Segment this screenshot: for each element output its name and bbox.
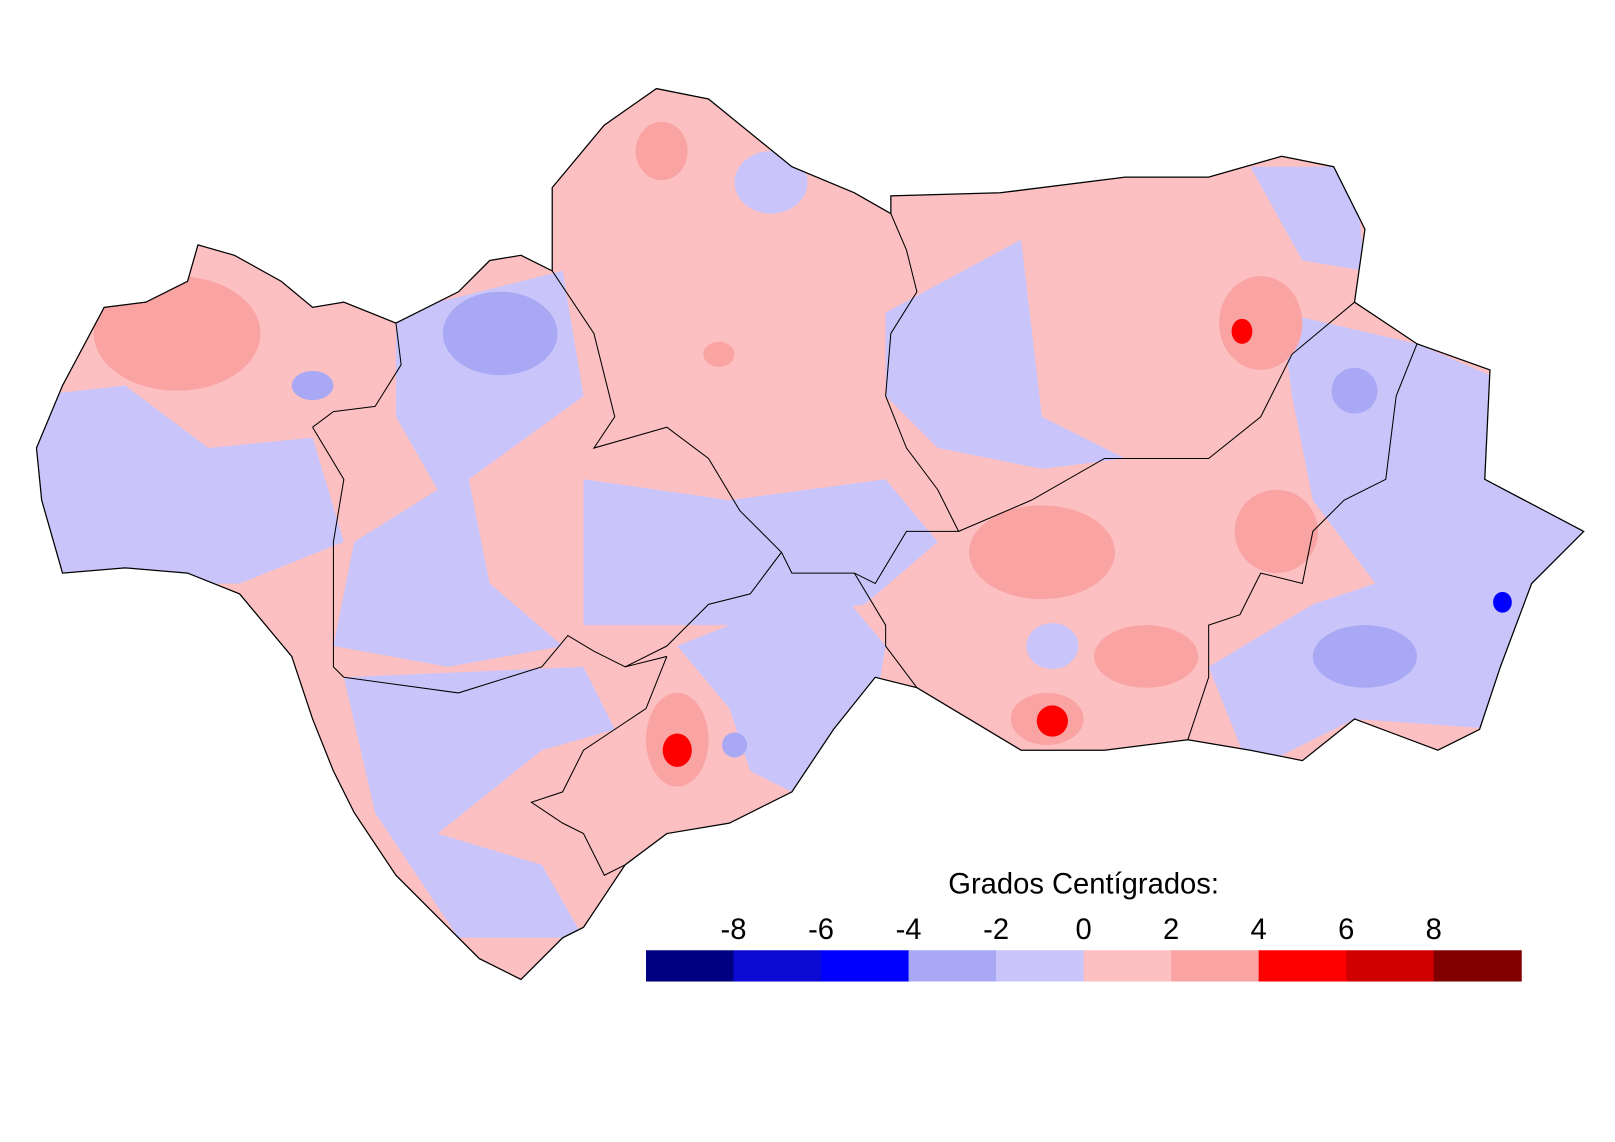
legend-swatch: [996, 950, 1085, 982]
legend-swatch: [646, 950, 735, 982]
legend-swatch: [1258, 950, 1347, 982]
legend-tick-label: -4: [896, 914, 922, 946]
legend-swatch: [733, 950, 822, 982]
legend-swatch: [1346, 950, 1435, 982]
legend-swatch: [821, 950, 910, 982]
legend-tick-label: 0: [1076, 914, 1092, 946]
legend-tick-label: -8: [721, 914, 747, 946]
legend-tick-label: -6: [808, 914, 834, 946]
legend-tick-label: 2: [1163, 914, 1179, 946]
legend-tick-label: -2: [983, 914, 1009, 946]
legend-swatch: [1083, 950, 1172, 982]
legend-tick-label: 6: [1338, 914, 1354, 946]
legend-tick-label: 8: [1426, 914, 1442, 946]
legend-swatch: [1171, 950, 1260, 982]
legend-tick-label: 4: [1251, 914, 1267, 946]
legend-swatch: [1433, 950, 1522, 982]
province-borders: [312, 213, 1418, 876]
anomaly-field: [36, 88, 1584, 980]
legend-title: Grados Centígrados:: [948, 868, 1219, 900]
legend: Grados Centígrados: -8 -6 -4 -2 0 2 4 6 8: [646, 868, 1522, 982]
legend-swatch: [908, 950, 997, 982]
